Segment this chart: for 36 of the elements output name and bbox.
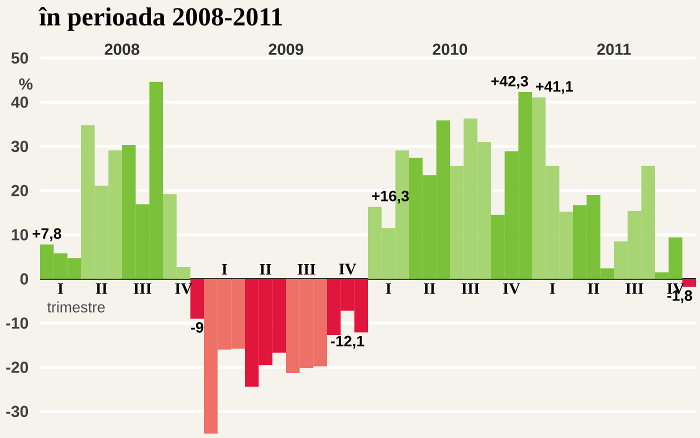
y-tick-label: 30 (11, 140, 28, 152)
x2-tick-label: 2009 (268, 44, 304, 55)
data-label: -12,1 (331, 336, 364, 349)
x2-tick-label: 2010 (432, 44, 468, 55)
data-label: +42,3 (491, 76, 528, 89)
y-tick-label: 0 (20, 273, 28, 285)
y-axis-title: % (19, 78, 33, 90)
data-label: +41,1 (536, 81, 573, 94)
x2-tick-label: 2008 (104, 44, 140, 55)
y-tick-label: 10 (12, 229, 28, 240)
x-tick-label: I (58, 283, 64, 294)
y-tick-label: 20 (11, 184, 28, 196)
x-tick-label: III (626, 283, 644, 294)
data-label: +16,3 (372, 190, 409, 204)
x2-tick-label: 2011 (597, 44, 631, 55)
y-tick-label: -10 (6, 317, 28, 329)
x-tick-label: I (222, 264, 228, 275)
annotation: trimestre (47, 301, 105, 312)
y-tick-label: -30 (6, 406, 28, 418)
x-tick-label: II (588, 283, 600, 294)
data-label: +7,8 (32, 228, 62, 242)
x-tick-label: I (550, 283, 556, 294)
y-tick-label: 50 (11, 52, 28, 64)
x-tick-label: II (96, 283, 108, 294)
y-tick-label: 40 (11, 96, 28, 108)
chart-title: în perioada 2008-2011 (38, 7, 282, 31)
data-label: -9 (191, 322, 204, 333)
x-tick-label: IV (339, 264, 356, 275)
x-tick-label: II (260, 264, 272, 275)
x-tick-label: IV (503, 283, 520, 294)
x-tick-label: I (386, 283, 392, 294)
x-tick-label: III (462, 283, 480, 294)
x-tick-label: III (298, 264, 316, 275)
y-tick-label: -20 (6, 362, 28, 373)
x-tick-label: II (424, 283, 436, 294)
x-tick-label: III (134, 283, 152, 294)
